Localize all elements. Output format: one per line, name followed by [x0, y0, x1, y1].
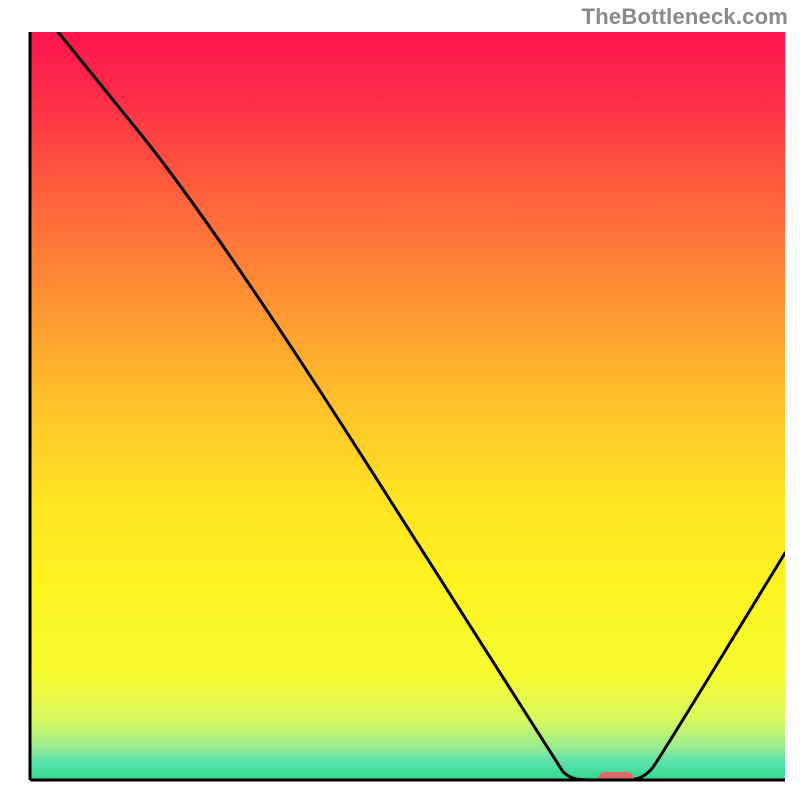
watermark-text: TheBottleneck.com — [582, 4, 788, 30]
chart-container: TheBottleneck.com — [0, 0, 800, 800]
gradient-background — [30, 32, 785, 780]
bottleneck-chart — [0, 0, 800, 800]
